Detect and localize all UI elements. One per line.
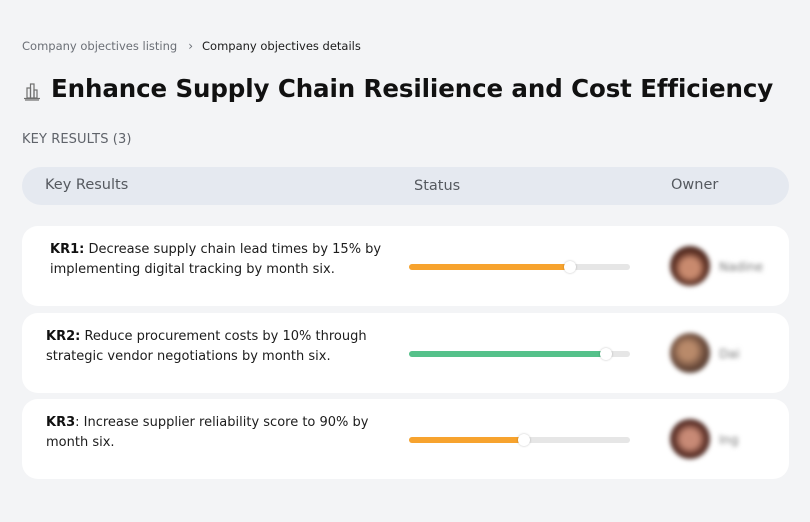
- key-result-text: : Increase supplier reliability score to…: [46, 415, 369, 450]
- column-header-owner: Owner: [671, 177, 719, 193]
- progress-fill: [409, 264, 571, 270]
- progress-slider[interactable]: [409, 434, 630, 446]
- column-header-key-results: Key Results: [45, 177, 129, 193]
- progress-handle[interactable]: [564, 261, 577, 273]
- key-result-code: KR2:: [46, 329, 81, 344]
- avatar: [670, 419, 710, 459]
- key-result-row-kr3[interactable]: KR3: Increase supplier reliability score…: [22, 399, 789, 479]
- chevron-right-icon: ›: [188, 39, 194, 53]
- key-result-row-kr2[interactable]: KR2: Reduce procurement costs by 10% thr…: [22, 313, 789, 393]
- owner[interactable]: Nadine: [670, 246, 763, 286]
- owner-name: Nadine: [719, 258, 764, 274]
- breadcrumb-current-objective-details: Company objectives details: [202, 39, 361, 53]
- page-title: Enhance Supply Chain Resilience and Cost…: [51, 74, 774, 103]
- owner[interactable]: Dai: [670, 333, 740, 373]
- key-result-description: KR2: Reduce procurement costs by 10% thr…: [46, 327, 386, 367]
- buildings-icon: [22, 81, 42, 101]
- breadcrumb: Company objectives listing › Company obj…: [22, 39, 361, 53]
- avatar: [670, 333, 710, 373]
- table-header: Key Results Status Owner: [22, 167, 789, 205]
- owner-name: Ing: [719, 431, 739, 447]
- key-result-code: KR1:: [50, 242, 85, 257]
- owner[interactable]: Ing: [670, 419, 739, 459]
- breadcrumb-link-objectives-listing[interactable]: Company objectives listing: [22, 39, 178, 53]
- key-result-text: Decrease supply chain lead times by 15% …: [50, 242, 382, 277]
- key-result-description: KR3: Increase supplier reliability score…: [46, 413, 386, 453]
- page-header: Enhance Supply Chain Resilience and Cost…: [22, 74, 773, 103]
- column-header-status: Status: [414, 178, 461, 194]
- progress-handle[interactable]: [517, 434, 530, 446]
- key-result-text: Reduce procurement costs by 10% through …: [46, 329, 367, 364]
- avatar: [670, 246, 710, 286]
- key-result-code: KR3: [46, 415, 76, 430]
- key-results-count-label: KEY RESULTS (3): [22, 132, 132, 147]
- owner-name: Dai: [719, 345, 740, 361]
- progress-handle[interactable]: [599, 348, 612, 360]
- progress-slider[interactable]: [409, 348, 630, 360]
- progress-slider[interactable]: [409, 261, 630, 273]
- progress-fill: [409, 437, 524, 443]
- key-result-row-kr1[interactable]: KR1: Decrease supply chain lead times by…: [22, 226, 789, 306]
- progress-fill: [409, 351, 606, 357]
- key-result-description: KR1: Decrease supply chain lead times by…: [50, 240, 390, 280]
